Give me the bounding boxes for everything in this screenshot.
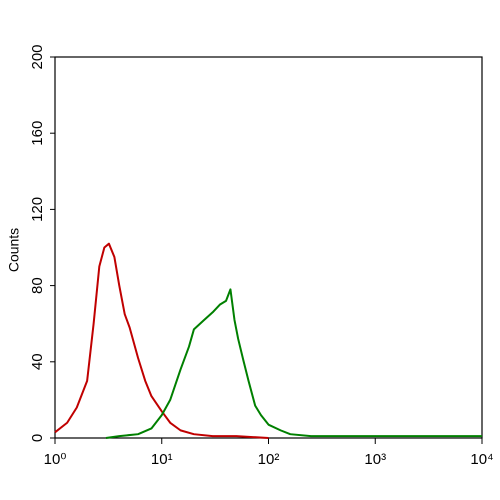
histogram-line — [54, 242, 269, 439]
histogram-line — [105, 288, 482, 439]
x-tick-label: 10² — [258, 451, 280, 468]
y-tick-label: 0 — [29, 434, 46, 442]
plot-frame — [54, 56, 483, 439]
y-tick-label: 40 — [29, 353, 46, 370]
y-tick-label: 80 — [29, 277, 46, 294]
x-tick-label: 10¹ — [151, 451, 173, 468]
x-tick-label: 10³ — [364, 451, 386, 468]
x-tick-label: 10⁴ — [470, 451, 493, 468]
y-tick-label: 200 — [29, 44, 46, 69]
y-tick-label: 160 — [29, 121, 46, 146]
y-tick-label: 120 — [29, 197, 46, 222]
y-axis-label: Counts — [6, 228, 22, 272]
x-tick-label: 10⁰ — [44, 451, 67, 468]
